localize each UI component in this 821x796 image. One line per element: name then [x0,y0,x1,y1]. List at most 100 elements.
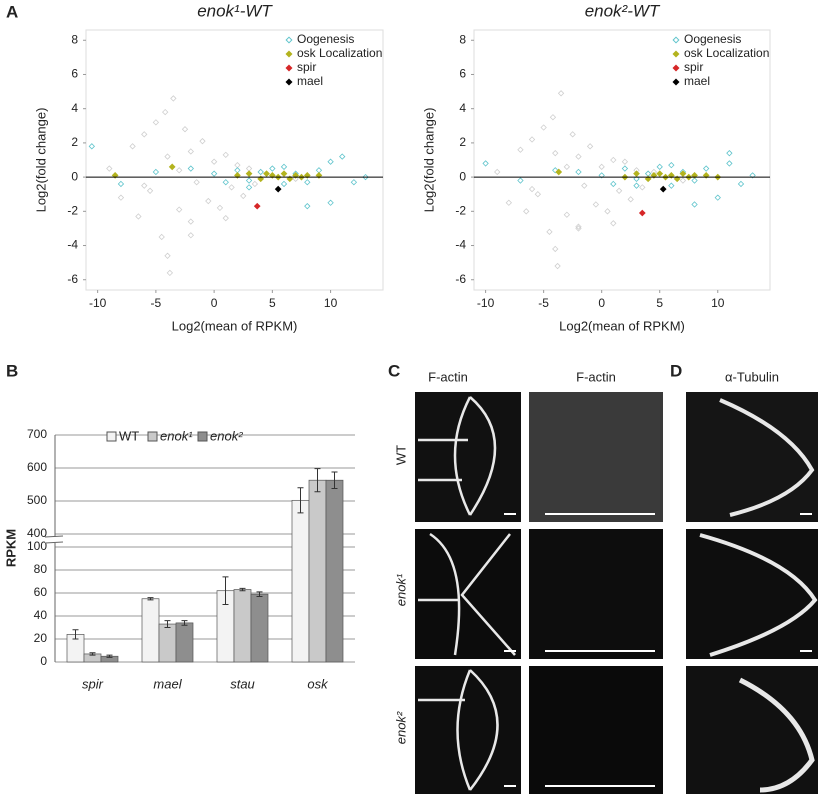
data-point [586,143,594,150]
data-point [222,179,229,186]
data-point [621,158,629,165]
y-axis-label: RPKM [3,529,18,567]
data-point [633,170,640,178]
image-structure [418,396,818,793]
legend-label: Oogenesis [297,32,354,46]
x-tick-label: -10 [477,296,495,310]
data-point [668,182,675,189]
data-point [158,233,165,241]
data-point [702,165,710,172]
data-point [152,168,160,176]
data-point [726,160,733,167]
data-point [292,172,300,179]
y-tick-label: 6 [71,67,78,81]
bar [291,499,310,663]
y-tick-label: -4 [455,238,466,252]
data-point [117,194,125,201]
data-point [257,168,264,176]
axis-break-mark [44,535,64,538]
bar [233,589,252,663]
y-tick-label: 0 [459,169,466,183]
data-point [146,187,154,194]
data-point [581,182,588,189]
data-point [726,149,733,157]
data-point [592,201,600,208]
chart-title: enok²-WT [585,1,661,20]
panel-label: D [670,361,682,380]
data-point [598,163,605,171]
legend-marker [285,50,293,58]
data-point [327,158,334,165]
data-point [168,163,176,171]
image [686,529,818,659]
legend-marker [285,36,293,44]
y-tick-label: -6 [455,272,466,286]
error-bar [331,471,338,489]
error-bar [239,587,246,592]
data-point [152,119,160,126]
data-point [540,124,547,131]
scale-bars [504,513,812,787]
data-point [546,228,553,236]
x-tick-label: -5 [538,296,549,310]
y-tick-label: 6 [459,67,466,81]
data-point [639,184,646,191]
data-point [245,177,253,184]
error-bar [314,468,321,493]
data-point [263,170,270,178]
y-tick-label: 2 [71,135,78,149]
chart-title: enok¹-WT [197,1,273,20]
data-point [280,170,288,178]
data-point [187,148,194,155]
x-axis-label: Log2(mean of RPKM) [559,318,685,333]
data-point [598,172,605,179]
data-point [638,209,646,217]
y-tick-label: 600 [27,460,47,474]
data-point [141,182,148,189]
error-bar [147,597,154,601]
data-point [199,138,206,145]
x-tick-label: 5 [269,296,276,310]
data-point [691,201,698,208]
y-tick-label: 700 [27,427,47,441]
data-point [253,202,261,210]
data-point [737,180,745,188]
y-tick-label: 80 [34,562,48,576]
data-point [228,184,235,191]
data-point [555,168,563,176]
data-point [557,90,565,97]
error-bar [89,652,96,656]
data-point [88,143,95,150]
data-point [633,182,640,189]
data-point [656,170,664,178]
bar [158,623,177,663]
data-point [164,252,171,259]
legend-label: enok² [210,428,243,443]
data-point [523,208,530,215]
data-point [141,131,148,138]
data-point [554,262,561,270]
data-point [604,208,611,215]
panel-label: C [388,361,400,380]
data-point [534,191,542,198]
bar [250,593,269,663]
error-bar [256,591,263,597]
data-point [749,172,756,179]
y-tick-label: -2 [67,203,78,217]
data-point [106,165,113,172]
data-point [193,179,200,186]
data-point [679,170,687,178]
data-point [659,185,667,193]
data-point [268,172,276,179]
data-point [656,163,663,171]
data-point [187,232,194,239]
x-tick-label: stau [230,676,255,691]
y-tick-label: 500 [27,493,47,507]
panel-label: A [6,2,18,21]
plot-frame [473,29,771,291]
legend-label: mael [684,74,710,88]
data-point [702,172,710,179]
image [415,666,521,794]
y-tick-label: 2 [459,135,466,149]
data-point [187,218,194,225]
